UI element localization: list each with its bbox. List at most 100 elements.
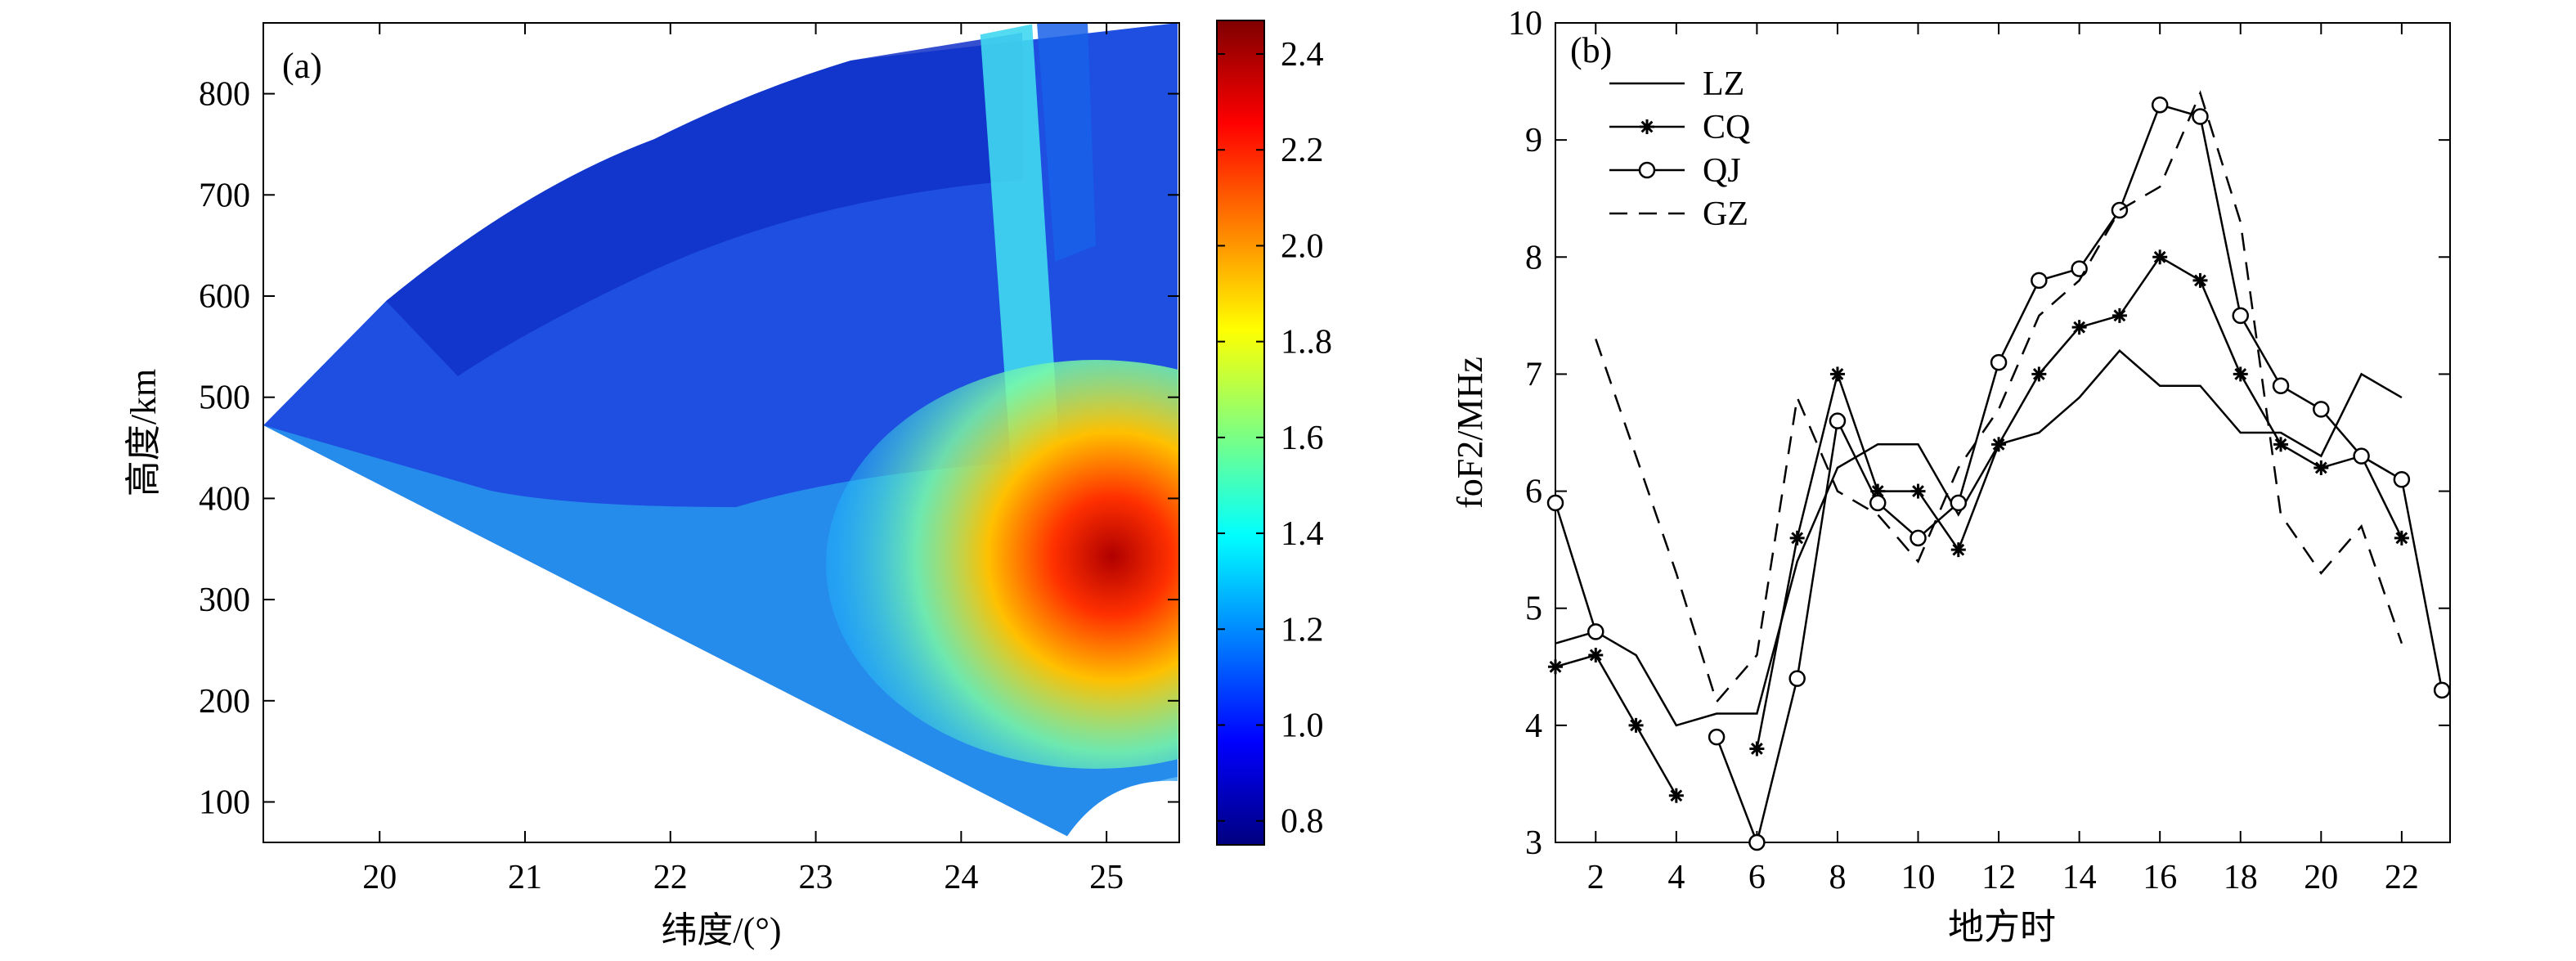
legend-cq-label: CQ [1703,109,1750,146]
panel-a-y-tick-label: 800 [199,76,250,114]
series-cq-point [1910,483,1926,499]
panel-a-x-tick-label: 25 [1089,859,1124,896]
series-lz-line [1555,349,2403,727]
series-qj-point [1708,728,1726,746]
series-qj-point [1546,494,1564,512]
heatmap-outer-band [386,33,1022,376]
series-cq-point [1789,530,1805,546]
series-cq-point [2152,249,2168,265]
panel-a-x-axis-label: 纬度/(°) [661,910,781,950]
panel-a-x-tick-label: 21 [508,859,542,896]
panel-b-y-tick-label: 6 [1525,474,1542,511]
heatmap-right-stripe [1037,23,1096,262]
panel-a: (a) 20 21 22 23 24 25 100 200 300 400 500 600 700 80… [123,20,1332,950]
panel-a-y-tick-label: 200 [199,683,250,721]
panel-b-y-tick-label: 7 [1525,356,1542,393]
panel-b-x-tick-label: 10 [1901,859,1936,896]
series-cq-point [2112,308,2127,323]
panel-b-x-tick-label: 6 [1748,859,1766,896]
series-cq-point [2394,530,2409,546]
heatmap-peak-region [826,360,1179,769]
legend-lz-label: LZ [1703,65,1744,103]
series-qj-point [1990,353,2008,371]
series-qj-point [1587,623,1604,640]
series-cq-point [1628,717,1644,733]
heatmap-area [263,23,1179,842]
legend: LZ CQ QJ GZ [1609,65,1750,233]
colorbar-tick-label: 1..8 [1281,324,1332,361]
panel-b-y-tick-label: 3 [1525,824,1542,862]
colorbar-tick-label: 0.8 [1281,803,1324,841]
series-cq-point [2233,366,2248,382]
panel-b-y-axis-label: foF2/MHz [1450,357,1490,509]
panel-b-x-tick-label: 8 [1829,859,1846,896]
panel-a-x-tick-label: 23 [799,859,833,896]
panel-b-x-axis-label: 地方时 [1948,907,2056,947]
panel-a-y-tick-label: 100 [199,784,250,822]
panel-b-y-tick-label: 9 [1525,122,1542,159]
panel-a-y-tick-label: 700 [199,177,250,214]
panel-a-x-tick-label: 22 [653,859,688,896]
panel-b-x-tick-label: 16 [2143,859,2177,896]
panel-b-series [1546,90,2451,851]
series-qj-line [1554,502,1597,632]
panel-a-x-ticks: 20 21 22 23 24 25 [362,23,1124,896]
panel-b-x-tick-label: 4 [1667,859,1685,896]
series-cq-point [1749,741,1765,757]
colorbar [1216,20,1265,846]
legend-cq-marker [1640,119,1654,134]
panel-b-label: (b) [1570,30,1612,70]
panel-b-y-tick-label: 10 [1508,5,1542,43]
series-qj-point [1950,494,1968,512]
series-qj-point [2433,681,2451,699]
series-cq-point [1668,788,1684,803]
colorbar-tick-label: 1.4 [1281,515,1324,553]
colorbar-tick-label: 1.0 [1281,707,1324,744]
panel-a-y-tick-label: 600 [199,278,250,316]
series-qj-point [2272,377,2290,394]
panel-b-y-tick-label: 4 [1525,707,1542,745]
series-qj-point [2192,108,2209,125]
series-cq-point [2192,272,2208,288]
series-qj-point [2151,96,2169,114]
panel-a-y-tick-label: 400 [199,480,250,518]
panel-b-y-tick-label: 8 [1525,239,1542,276]
panel-b-y-tick-label: 5 [1525,591,1542,628]
series-qj-point [2393,471,2411,488]
series-qj-line [1715,103,2444,846]
panel-b-y-ticks: 3 4 5 6 7 8 9 10 [1508,5,2450,862]
panel-b-x-tick-label: 12 [1981,859,2016,896]
series-qj-point [1829,412,1847,429]
series-qj-point [2313,401,2330,418]
panel-a-y-tick-label: 500 [199,379,250,417]
legend-qj-marker [1638,161,1656,179]
panel-a-y-axis-label: 高度/km [123,369,164,496]
panel-a-label: (a) [282,46,322,86]
panel-b-x-ticks: 2 4 6 8 10 12 14 16 18 20 22 [1587,23,2419,896]
panel-b-x-tick-label: 18 [2224,859,2258,896]
panel-a-y-ticks: 100 200 300 400 500 600 700 800 [199,76,1179,822]
series-cq-point [1950,542,1966,558]
panel-b-x-tick-label: 14 [2062,859,2097,896]
series-qj-point [1748,833,1766,851]
colorbar-ticks: 0.8 1.0 1.2 1.4 1.6 1..8 2.0 2.2 2.4 [1217,36,1332,841]
series-cq-line [1555,653,1677,797]
panel-b-frame [1555,22,2451,843]
series-gz-line [1595,90,2403,704]
series-qj-point [1869,494,1887,512]
colorbar-tick-label: 1.2 [1281,611,1324,649]
panel-b: (b) 2 4 6 8 10 12 14 16 18 20 22 3 4 5 6 7 8 9 10 地方时 foF… [1450,5,2451,947]
series-cq-point [1588,647,1604,662]
colorbar-tick-label: 2.2 [1281,132,1324,169]
series-cq-point [2273,437,2289,452]
series-cq-point [2313,460,2329,475]
series-cq-point [2071,320,2087,335]
heatmap-cutout [1063,780,1179,842]
series-cq-point [2031,366,2047,382]
series-qj-point [1910,529,1927,547]
panel-b-x-tick-label: 20 [2304,859,2338,896]
panel-a-y-tick-label: 300 [199,582,250,619]
panel-a-frame [263,22,1180,843]
series-qj-point [2353,447,2370,465]
